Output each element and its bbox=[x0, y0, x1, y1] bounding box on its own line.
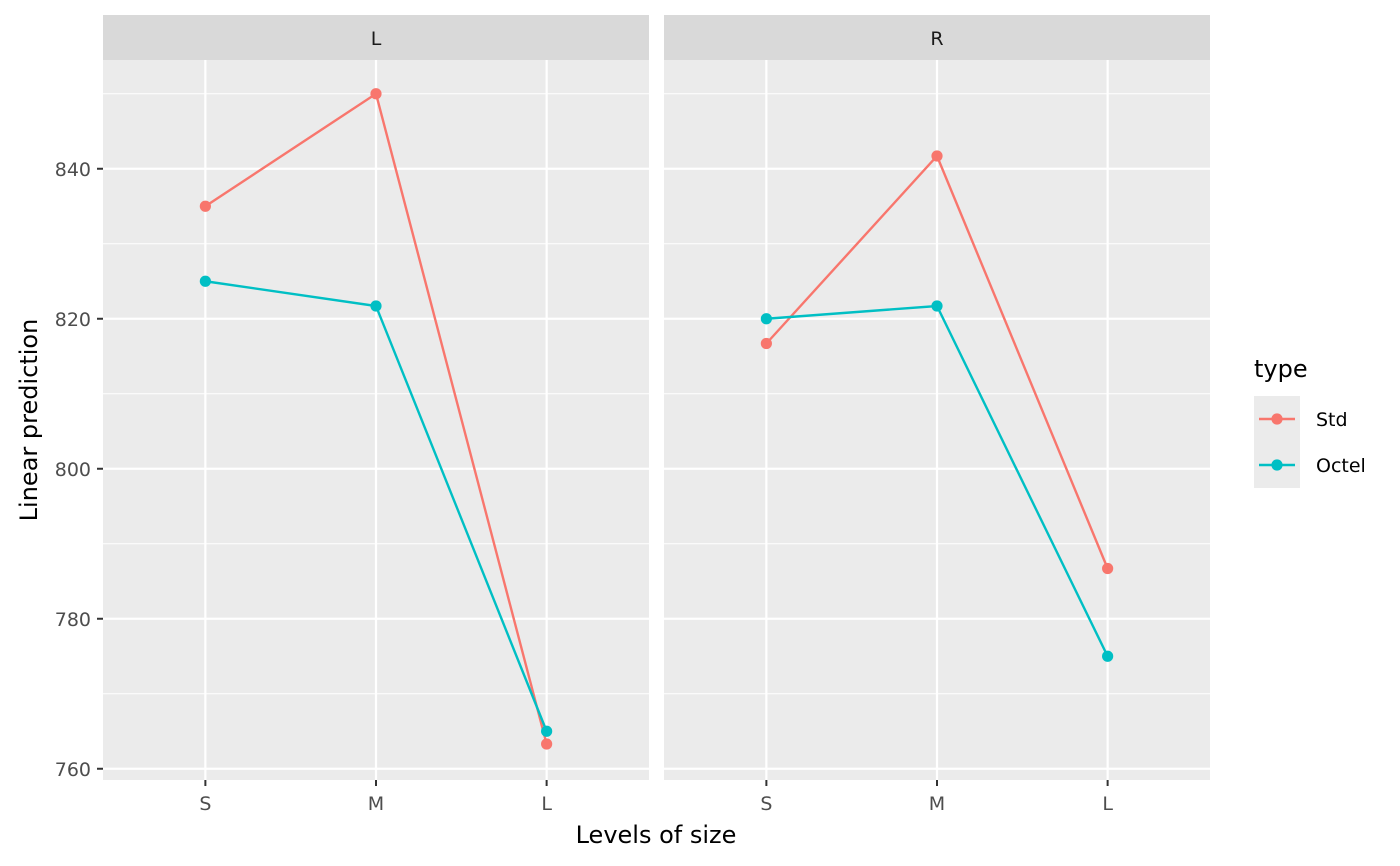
legend-key-point bbox=[1271, 459, 1283, 471]
data-point-octel bbox=[370, 300, 382, 312]
x-tick-label: S bbox=[199, 793, 211, 815]
data-point-octel bbox=[760, 313, 772, 325]
x-tick-label: S bbox=[760, 793, 772, 815]
y-axis-title: Linear prediction bbox=[15, 319, 43, 522]
x-tick-label: L bbox=[1102, 793, 1113, 815]
legend-label: Std bbox=[1316, 409, 1348, 431]
x-tick-label: L bbox=[541, 793, 552, 815]
facet-strip-label: L bbox=[371, 28, 382, 50]
x-tick-label: M bbox=[929, 793, 945, 815]
y-tick-label: 840 bbox=[55, 159, 91, 181]
data-point-std bbox=[760, 337, 772, 350]
legend-key-point bbox=[1271, 413, 1283, 425]
x-tick-label: M bbox=[368, 793, 384, 815]
data-point-std bbox=[931, 150, 943, 162]
x-axis-title: Levels of size bbox=[576, 821, 737, 849]
data-point-octel bbox=[541, 725, 553, 737]
y-tick-label: 800 bbox=[55, 459, 91, 481]
data-point-octel bbox=[1102, 650, 1114, 662]
y-tick-label: 780 bbox=[55, 609, 91, 631]
y-tick-label: 760 bbox=[55, 759, 91, 781]
legend-title: type bbox=[1254, 355, 1308, 383]
data-point-std bbox=[1102, 562, 1114, 575]
data-point-std bbox=[541, 738, 553, 750]
facet-strip-label: R bbox=[930, 28, 943, 50]
facet-strip-R bbox=[664, 15, 1210, 60]
y-tick-label: 820 bbox=[55, 309, 91, 331]
data-point-octel bbox=[931, 300, 943, 312]
data-point-std bbox=[370, 88, 382, 100]
legend-label: Octel bbox=[1316, 455, 1366, 477]
data-point-std bbox=[199, 200, 211, 212]
data-point-octel bbox=[199, 275, 211, 287]
facet-strip-L bbox=[103, 15, 649, 60]
